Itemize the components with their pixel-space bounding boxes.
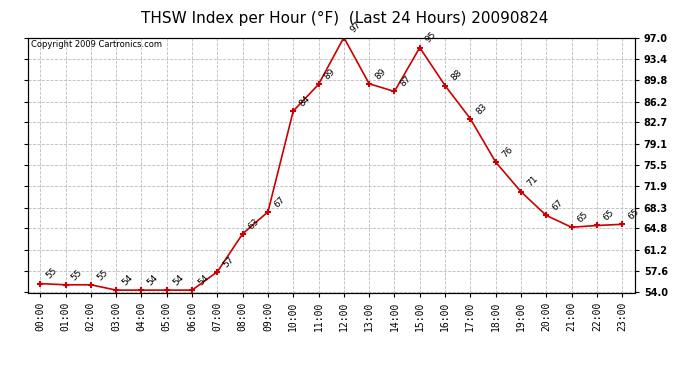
Text: 54: 54 (196, 273, 210, 287)
Text: 57: 57 (221, 255, 236, 269)
Text: 97: 97 (348, 20, 362, 35)
Text: 65: 65 (575, 210, 590, 225)
Text: 84: 84 (297, 94, 312, 108)
Text: 87: 87 (399, 74, 413, 88)
Text: 95: 95 (424, 30, 438, 45)
Text: 65: 65 (601, 208, 615, 223)
Text: 54: 54 (120, 273, 135, 287)
Text: 65: 65 (627, 207, 641, 222)
Text: 83: 83 (475, 102, 489, 116)
Text: Copyright 2009 Cartronics.com: Copyright 2009 Cartronics.com (30, 40, 161, 49)
Text: 63: 63 (247, 216, 262, 231)
Text: 55: 55 (95, 267, 110, 282)
Text: 55: 55 (44, 266, 59, 281)
Text: 54: 54 (171, 273, 186, 287)
Text: 89: 89 (323, 67, 337, 82)
Text: 71: 71 (525, 174, 540, 189)
Text: THSW Index per Hour (°F)  (Last 24 Hours) 20090824: THSW Index per Hour (°F) (Last 24 Hours)… (141, 11, 549, 26)
Text: 76: 76 (500, 145, 514, 159)
Text: 88: 88 (449, 68, 464, 83)
Text: 67: 67 (272, 195, 286, 209)
Text: 67: 67 (551, 198, 565, 213)
Text: 55: 55 (70, 267, 84, 282)
Text: 89: 89 (373, 66, 388, 81)
Text: 54: 54 (146, 273, 160, 287)
